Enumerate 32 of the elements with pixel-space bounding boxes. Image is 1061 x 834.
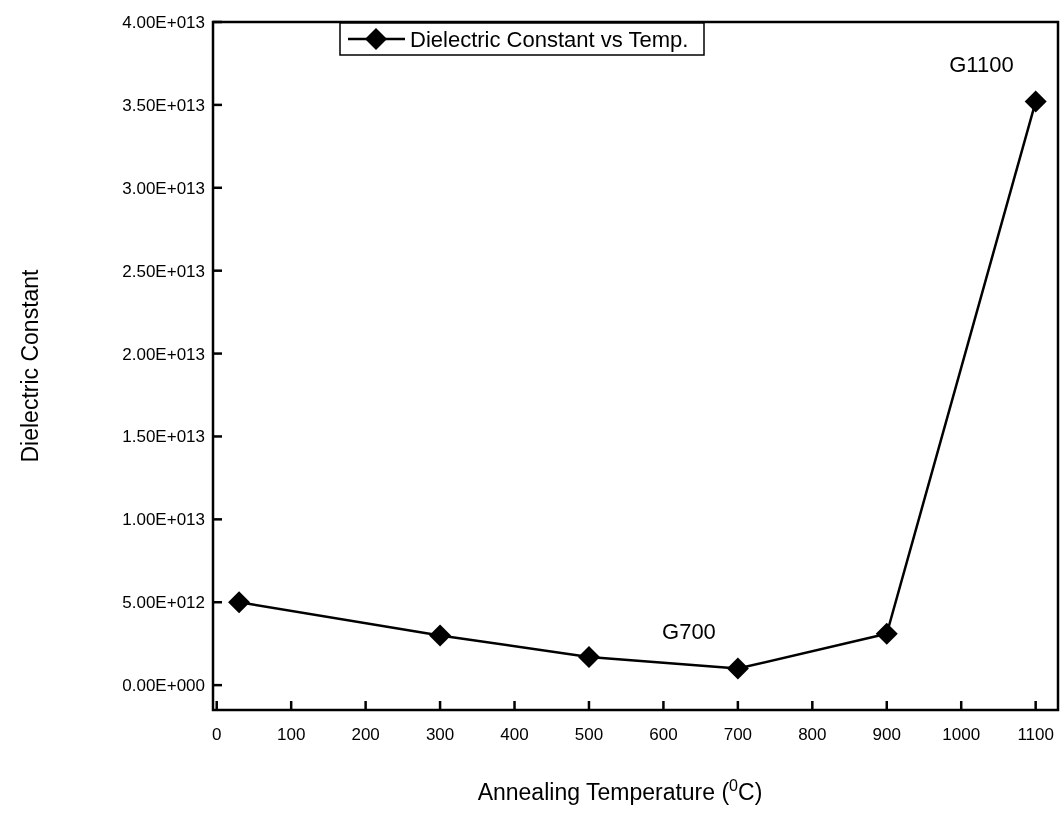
point (875, 622, 898, 645)
x-tick-label: 0 (211, 725, 222, 744)
y-tick-label: 0.00E+000 (122, 676, 205, 696)
y-tick-label: 2.00E+013 (122, 344, 205, 364)
x-tick-label: 500 (574, 725, 604, 744)
x-tick-label: 200 (351, 725, 380, 744)
x-tick-label: 700 (723, 725, 753, 744)
x-tick-label: 1100 (1017, 725, 1054, 744)
x-tick-label: 900 (872, 725, 901, 744)
annotation: G700 (662, 618, 716, 644)
point (726, 657, 749, 680)
legend-label: Dielectric Constant vs Temp. (410, 26, 689, 52)
x-tick-label: 300 (425, 725, 455, 744)
x-tick-label: 800 (798, 725, 827, 744)
y-tick-label: 3.00E+013 (122, 178, 205, 198)
y-tick-label: 1.50E+013 (122, 427, 205, 447)
y-tick-label: 2.50E+013 (122, 261, 205, 281)
point (577, 645, 600, 668)
point (228, 591, 251, 614)
point (429, 624, 452, 647)
x-axis-title: Annealing Temperature ($^{0}$C) (477, 776, 763, 805)
x-tick-label: 1000 (942, 725, 981, 744)
x-tick-label: 100 (276, 725, 306, 744)
y-tick-label: 4.00E+013 (122, 12, 205, 32)
x-tick-label: 600 (649, 725, 678, 744)
y-tick-label: 3.50E+013 (122, 95, 205, 115)
y-tick-label: 1.00E+013 (122, 510, 205, 530)
y-tick-label: 5.00E+012 (122, 593, 205, 613)
annotation: G1100 (949, 51, 1014, 77)
y-axis-title: Dielectric Constant (17, 268, 43, 463)
x-tick-label: 400 (500, 725, 529, 744)
point (1024, 90, 1047, 113)
